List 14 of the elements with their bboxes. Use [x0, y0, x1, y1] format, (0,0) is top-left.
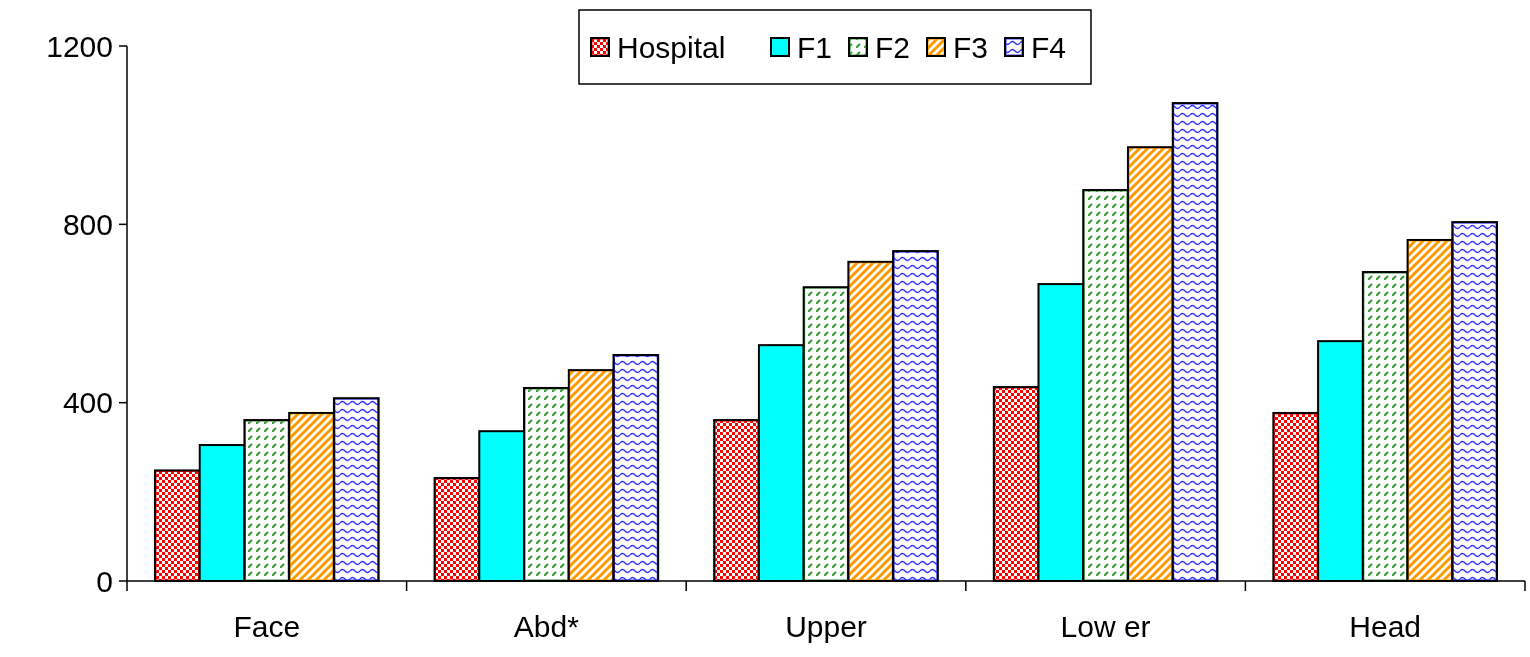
x-tick-label: Upper [785, 610, 867, 643]
y-tick-label: 400 [62, 386, 113, 420]
legend-label: F4 [1031, 30, 1067, 64]
y-tick-label: 1200 [46, 29, 113, 63]
legend-label: F1 [797, 30, 833, 64]
legend-label: Hospital [617, 30, 726, 64]
x-tick-label: Low er [1060, 610, 1151, 643]
y-tick-label: 800 [62, 207, 113, 241]
legend-label: F3 [953, 30, 989, 64]
x-tick-label: Abd* [513, 610, 580, 643]
x-tick-label: Face [233, 610, 301, 643]
y-tick-label: 0 [96, 564, 113, 598]
x-tick-label: Head [1349, 610, 1422, 643]
legend-label: F2 [875, 30, 911, 64]
